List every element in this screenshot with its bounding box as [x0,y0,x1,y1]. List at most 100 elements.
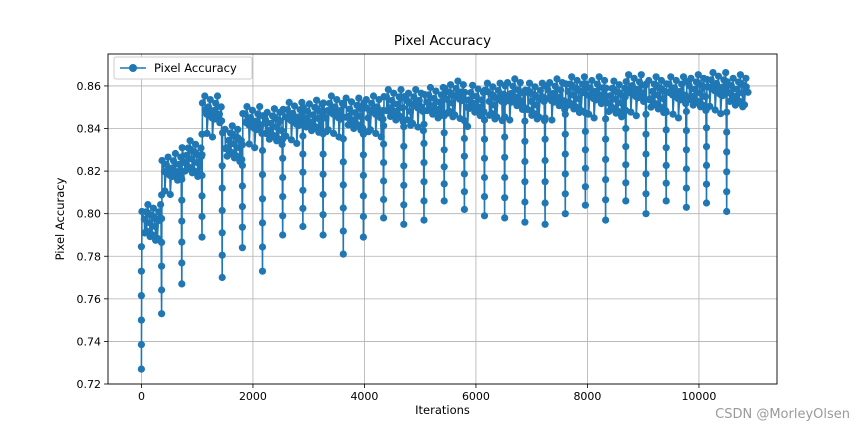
data-point [588,76,596,85]
chart-title: Pixel Accuracy [394,33,491,49]
data-point [359,233,367,241]
data-point [137,316,145,324]
data-point [561,210,569,218]
data-point [693,97,701,105]
data-point [330,129,338,137]
data-point [572,103,580,111]
data-point [642,190,650,198]
data-point [208,133,217,141]
data-point [527,97,536,105]
data-point [380,195,388,204]
data-point [313,96,321,104]
data-point [319,150,327,158]
data-point [399,104,407,112]
data-point [355,94,363,102]
data-point [546,79,554,87]
data-point [188,155,196,163]
data-point [238,182,246,190]
data-point [564,87,572,95]
data-point [178,280,186,288]
data-point [217,103,225,111]
data-point [218,184,226,192]
data-point [151,222,159,231]
data-point [293,139,301,147]
data-point [723,108,731,116]
data-point [501,173,509,182]
data-point [493,113,501,121]
data-point [432,87,440,95]
data-point [531,83,539,91]
data-point [400,181,408,189]
y-tick-label: 0.76 [77,293,102,306]
y-tick-label: 0.82 [77,165,102,178]
data-point [511,75,519,83]
data-point [440,180,448,188]
data-point [251,144,259,152]
data-point [514,86,523,94]
data-point [198,171,206,179]
data-point [197,144,205,152]
data-point [521,198,529,206]
data-point [248,106,256,114]
data-point [452,84,460,92]
data-point [460,134,468,143]
data-point [396,112,404,120]
data-point [561,150,569,158]
data-point [137,341,145,349]
data-point [420,197,428,205]
data-point [681,91,689,99]
data-point [420,178,428,186]
data-point [380,140,388,148]
legend-marker [129,64,137,72]
data-point [311,123,319,131]
data-point [581,109,590,117]
data-point [662,161,670,169]
data-point [369,92,378,100]
data-point [319,190,327,199]
data-point [182,151,191,159]
data-point [480,135,489,143]
data-point [544,86,552,94]
data-point [723,188,731,196]
data-point [201,92,209,100]
series-pixel-accuracy [137,69,752,373]
data-point [524,106,532,114]
data-point [178,196,186,204]
data-point [691,85,699,93]
data-point [674,114,683,122]
data-point [489,83,497,91]
data-point [694,71,702,79]
data-point [454,77,462,85]
data-point [340,101,348,109]
data-point [581,201,590,209]
data-point [491,101,499,109]
data-point [178,217,186,225]
data-point [568,73,576,81]
data-point [581,164,590,172]
data-point [622,78,630,86]
data-point [414,123,422,131]
data-point [440,197,448,205]
data-point [670,84,679,92]
data-point [617,99,625,107]
data-point [435,98,444,106]
data-point [553,75,561,83]
x-axis: 0 2000 4000 6000 8000 10000 [138,384,716,403]
data-point [261,116,269,124]
data-point [501,153,509,161]
watermark: CSDN @MorleyOlsen [715,407,850,422]
data-point [593,80,602,88]
data-point [662,179,670,187]
data-point [595,73,603,81]
data-point [238,155,246,164]
data-point [722,69,730,77]
data-point [615,81,623,89]
data-point [425,91,433,99]
data-point [303,107,312,115]
data-point [299,168,307,176]
data-point [622,161,630,169]
data-point [682,184,691,192]
data-point [521,137,529,145]
y-tick-label: 0.78 [77,250,102,263]
data-point [642,150,650,158]
